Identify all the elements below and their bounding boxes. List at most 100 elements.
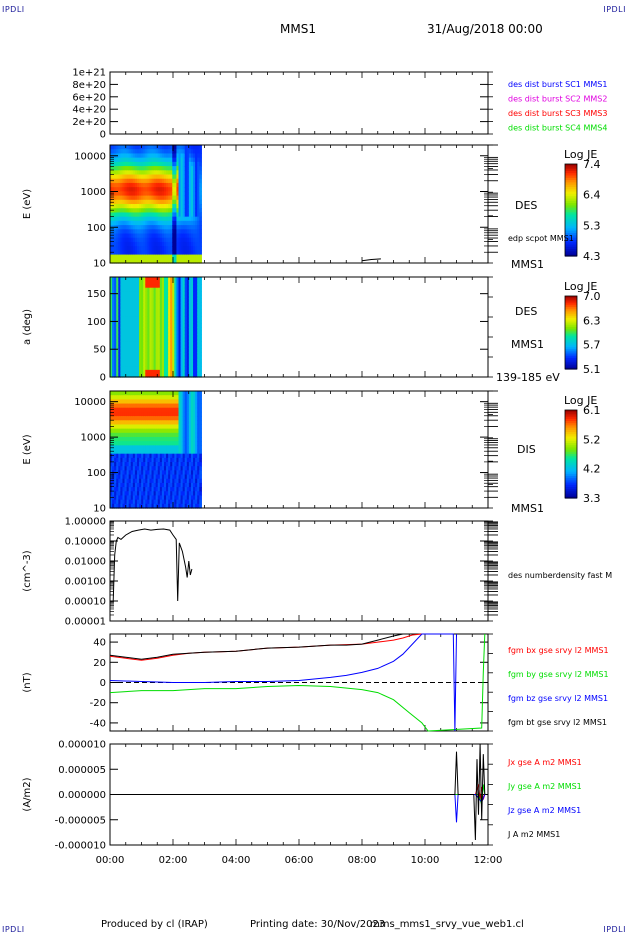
spectrogram-cell xyxy=(128,470,132,476)
spectrogram-cell xyxy=(147,280,151,285)
spectrogram-cell xyxy=(174,309,178,314)
spectrogram-cell xyxy=(199,323,202,328)
spectrogram-cell xyxy=(151,305,155,310)
spectrogram-cell xyxy=(145,220,148,226)
spectrogram-cell xyxy=(116,432,119,438)
spectrogram-cell xyxy=(184,319,188,325)
spectrogram-cell xyxy=(195,327,198,332)
spectrogram-cell xyxy=(118,432,121,438)
spectrogram-cell xyxy=(114,170,117,176)
spectrogram-cell xyxy=(163,187,167,192)
spectrogram-cell xyxy=(166,395,169,400)
spectrogram-cell xyxy=(147,416,151,421)
spectrogram-cell xyxy=(195,195,198,201)
spectrogram-cell xyxy=(128,319,132,325)
spectrogram-cell xyxy=(161,302,165,307)
spectrogram-cell xyxy=(130,302,134,307)
spectrogram-cell xyxy=(136,327,140,332)
spectrogram-cell xyxy=(132,391,136,396)
spectrogram-cell xyxy=(190,287,194,292)
spectrogram-cell xyxy=(112,241,115,247)
spectrogram-cell xyxy=(120,161,124,167)
spectrogram-cell xyxy=(153,277,157,282)
y-tick-label: -20 xyxy=(90,698,106,709)
spectrogram-cell xyxy=(134,478,138,484)
spectrogram-cell xyxy=(190,212,194,218)
spectrogram-cell xyxy=(128,287,132,292)
spectrogram-cell xyxy=(176,216,180,222)
spectrogram-cell xyxy=(188,441,192,446)
spectrogram-cell xyxy=(159,362,163,367)
spectrogram-cell xyxy=(128,348,132,353)
spectrogram-cell xyxy=(149,280,153,285)
spectrogram-cell xyxy=(124,170,128,176)
spectrogram-cell xyxy=(134,330,138,335)
spectrogram-cell xyxy=(178,284,182,289)
spectrogram-cell xyxy=(153,362,157,367)
spectrogram-cell xyxy=(149,424,153,430)
spectrogram-cell xyxy=(147,457,151,463)
spectrogram-cell xyxy=(163,366,167,371)
spectrogram-cell xyxy=(130,277,134,282)
spectrogram-cell xyxy=(122,478,126,484)
spectrogram-cell xyxy=(128,149,132,155)
spectrogram-cell xyxy=(176,287,180,292)
colorbar-cell xyxy=(565,334,577,337)
spectrogram-cell xyxy=(149,341,153,346)
spectrogram-cell xyxy=(176,482,180,488)
spectrogram-cell xyxy=(114,161,117,167)
spectrogram-cell xyxy=(174,495,178,501)
spectrogram-cell xyxy=(149,391,153,396)
spectrogram-cell xyxy=(147,216,151,222)
spectrogram-cell xyxy=(188,369,192,375)
spectrogram-cell xyxy=(186,445,190,451)
spectrogram-cell xyxy=(132,220,136,226)
colorbar-cell xyxy=(565,432,577,435)
spectrogram-cell xyxy=(116,466,119,471)
spectrogram-cell xyxy=(145,391,148,396)
spectrogram-cell xyxy=(132,316,136,321)
spectrogram-cell xyxy=(174,199,178,205)
spectrogram-cell xyxy=(130,330,134,335)
spectrogram-cell xyxy=(155,284,159,289)
colorbar-cell xyxy=(565,465,577,468)
spectrogram-cell xyxy=(120,445,124,451)
spectrogram-cell xyxy=(195,254,198,260)
spectrogram-cell xyxy=(145,474,148,480)
spectrogram-cell xyxy=(151,145,155,150)
spectrogram-cell xyxy=(110,208,113,214)
spectrogram-cell xyxy=(182,316,186,321)
spectrogram-cell xyxy=(141,495,144,501)
spectrogram-cell xyxy=(120,187,124,192)
spectrogram-cell xyxy=(176,445,180,451)
spectrogram-cell xyxy=(186,391,190,396)
spectrogram-cell xyxy=(184,153,188,159)
spectrogram-cell xyxy=(159,407,163,413)
spectrogram-cell xyxy=(168,399,171,405)
spectrogram-cell xyxy=(143,449,146,455)
spectrogram-cell xyxy=(110,233,113,239)
colorbar-cell xyxy=(565,339,577,343)
spectrogram-cell xyxy=(170,474,173,480)
spectrogram-cell xyxy=(118,284,121,289)
spectrogram-cell xyxy=(188,312,192,317)
spectrogram-cell xyxy=(110,449,113,455)
spectrogram-cell xyxy=(124,233,128,239)
spectrogram-cell xyxy=(141,258,144,264)
spectrogram-cell xyxy=(176,323,180,328)
spectrogram-cell xyxy=(188,161,192,167)
spectrogram-cell xyxy=(193,478,196,484)
spectrogram-cell xyxy=(149,294,153,300)
spectrogram-cell xyxy=(132,445,136,451)
spectrogram-cell xyxy=(141,327,144,332)
colorbar-cell xyxy=(565,308,577,312)
spectrogram-cell xyxy=(195,330,198,335)
spectrogram-cell xyxy=(126,424,130,430)
spectrogram-cell xyxy=(182,330,186,335)
colorbar-cell xyxy=(565,314,577,317)
spectrogram-cell xyxy=(141,302,144,307)
spectrogram-cell xyxy=(159,359,163,364)
spectrogram-cell xyxy=(145,359,148,364)
spectrogram-cell xyxy=(199,344,202,350)
spectrogram-cell xyxy=(176,441,180,446)
